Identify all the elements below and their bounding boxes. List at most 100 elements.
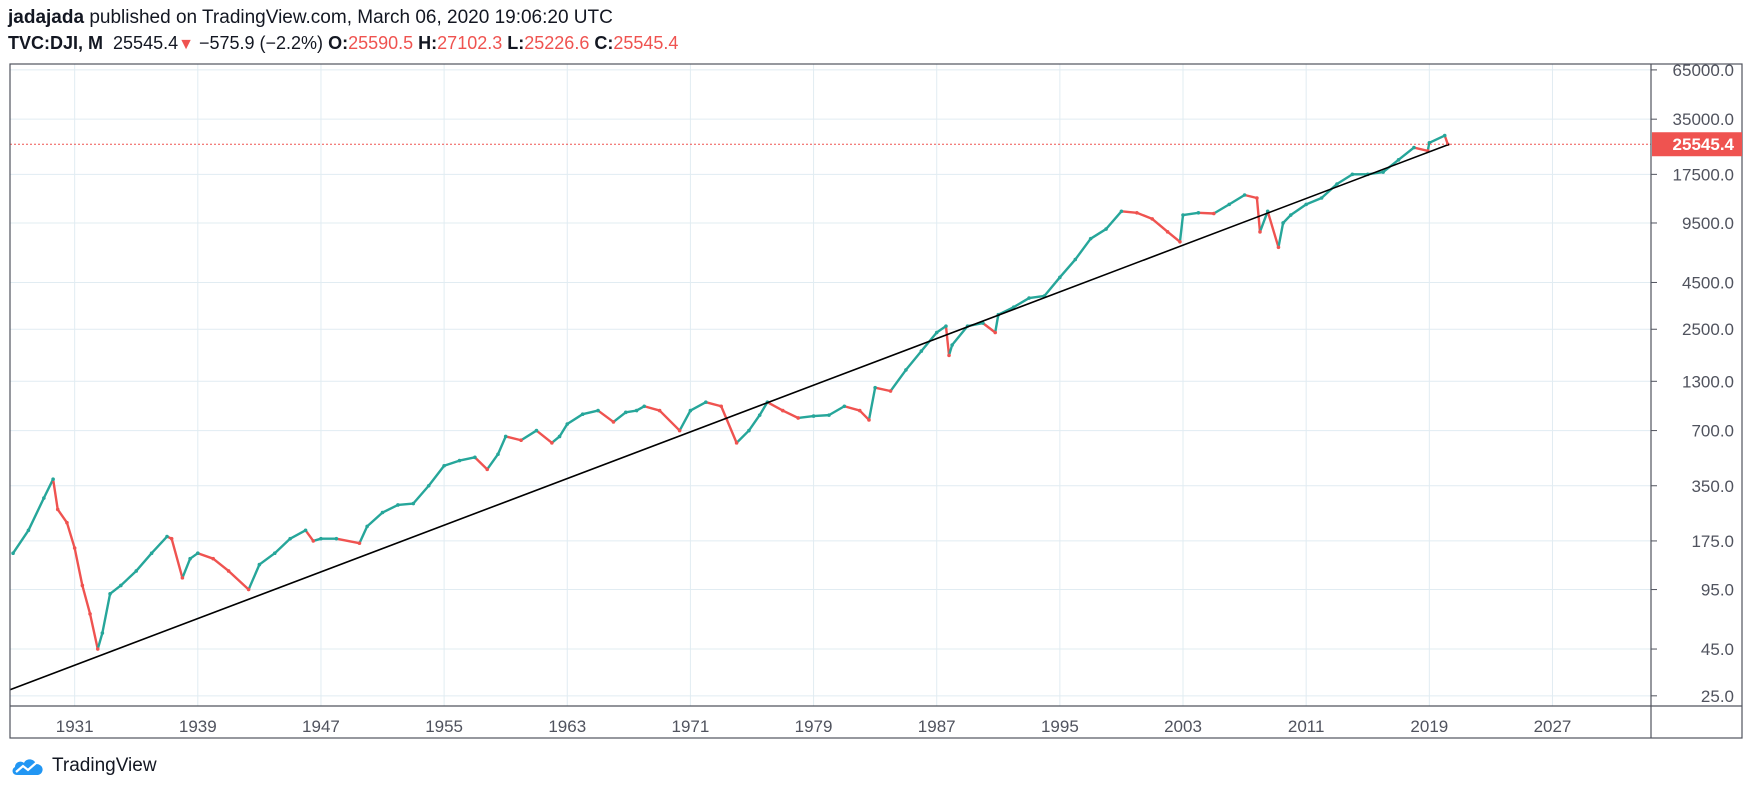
price-segment (486, 453, 500, 471)
chart-overlays (9, 143, 1651, 691)
price-segment (944, 324, 951, 357)
price-point (981, 321, 985, 325)
price-segment (643, 405, 661, 412)
price-point (1058, 275, 1062, 280)
publish-info: jadajada published on TradingView.com, M… (8, 6, 613, 30)
price-point (396, 503, 400, 507)
price-segment (766, 400, 784, 412)
price-segment (1074, 237, 1092, 261)
price-segment (781, 409, 800, 420)
price-point (747, 428, 751, 433)
price-segment (27, 496, 46, 532)
x-tick-label: 1987 (918, 717, 956, 736)
price-segment (1428, 134, 1446, 145)
price-segment (212, 557, 230, 573)
price-point (1227, 202, 1232, 207)
y-tick-label: 35000.0 (1673, 110, 1734, 129)
price-point (380, 510, 385, 515)
y-tick-label: 1300.0 (1682, 372, 1734, 391)
price-point (226, 569, 231, 573)
price-segment (1243, 193, 1259, 200)
price-segment (1258, 210, 1269, 234)
price-segment (904, 349, 923, 372)
price-segment (1335, 173, 1354, 186)
price-point (288, 536, 292, 541)
brand-name: TradingView (52, 755, 157, 776)
price-point (1088, 236, 1093, 241)
price-point (704, 400, 708, 404)
price-point (944, 324, 948, 328)
price-segment (88, 612, 99, 651)
price-segment (1058, 258, 1077, 279)
price-point (596, 408, 600, 413)
price-point (1381, 170, 1385, 174)
price-segment (304, 529, 315, 543)
price-segment (247, 563, 261, 591)
price-point (719, 404, 724, 409)
y-tick-label: 9500.0 (1682, 214, 1734, 233)
price-segment (747, 413, 761, 432)
price-point (485, 467, 490, 472)
price-point (246, 587, 251, 592)
price-segment (935, 324, 948, 334)
price-segment (1289, 203, 1308, 217)
x-tick-label: 1947 (302, 717, 340, 736)
price-point (119, 583, 123, 588)
price-segment (1104, 210, 1123, 231)
price-point (867, 418, 871, 422)
price-point (993, 330, 998, 335)
price-point (95, 647, 100, 651)
x-tick-label: 1939 (179, 717, 217, 736)
price-segment (1228, 193, 1246, 206)
price-point (1104, 227, 1108, 231)
price-segment (56, 508, 69, 524)
price-point (1276, 245, 1281, 250)
price-change: −575.9 (−2.2%) (198, 33, 324, 53)
price-segment (1181, 211, 1200, 217)
price-segment (519, 429, 538, 442)
price-point (1242, 193, 1247, 197)
price-point (634, 408, 639, 413)
price-point (11, 551, 15, 555)
tradingview-cloud-icon (12, 759, 43, 775)
price-point (557, 434, 562, 439)
y-tick-label: 350.0 (1691, 477, 1734, 496)
price-point (580, 412, 585, 416)
price-point (72, 546, 77, 550)
price-point (88, 612, 92, 616)
price-point (165, 534, 169, 539)
price-segment (1043, 276, 1062, 298)
y-tick-label: 65000.0 (1673, 61, 1734, 80)
y-tick-label: 4500.0 (1682, 273, 1734, 292)
tradingview-brand[interactable]: TradingView (10, 755, 157, 777)
price-segment (442, 459, 461, 467)
price-point (188, 556, 192, 561)
price-segment (1277, 221, 1285, 249)
price-segment (258, 551, 276, 566)
price-point (169, 536, 174, 541)
price-segment (1255, 196, 1262, 234)
price-segment (1304, 196, 1323, 206)
symbol-label: TVC:DJI, M (8, 33, 104, 53)
price-segment (412, 484, 430, 505)
price-segment (1151, 217, 1169, 234)
price-point (623, 410, 628, 415)
price-point (211, 556, 216, 561)
price-segment (51, 478, 59, 511)
price-point (503, 434, 508, 439)
price-segment (1412, 146, 1429, 153)
price-axis: 65000.0 35000.0 17500.0 9500.0 4500.0 2500.0 1… (1651, 61, 1742, 706)
price-segment (396, 502, 415, 507)
price-segment (566, 412, 584, 426)
price-point (334, 536, 339, 541)
price-point (303, 528, 308, 533)
price-segment (947, 343, 954, 357)
price-segment (704, 400, 723, 408)
price-segment (535, 429, 554, 445)
price-point (519, 438, 523, 443)
price-segment (950, 324, 969, 347)
price-point (780, 408, 785, 413)
price-point (1178, 239, 1182, 244)
price-segment (196, 551, 215, 560)
